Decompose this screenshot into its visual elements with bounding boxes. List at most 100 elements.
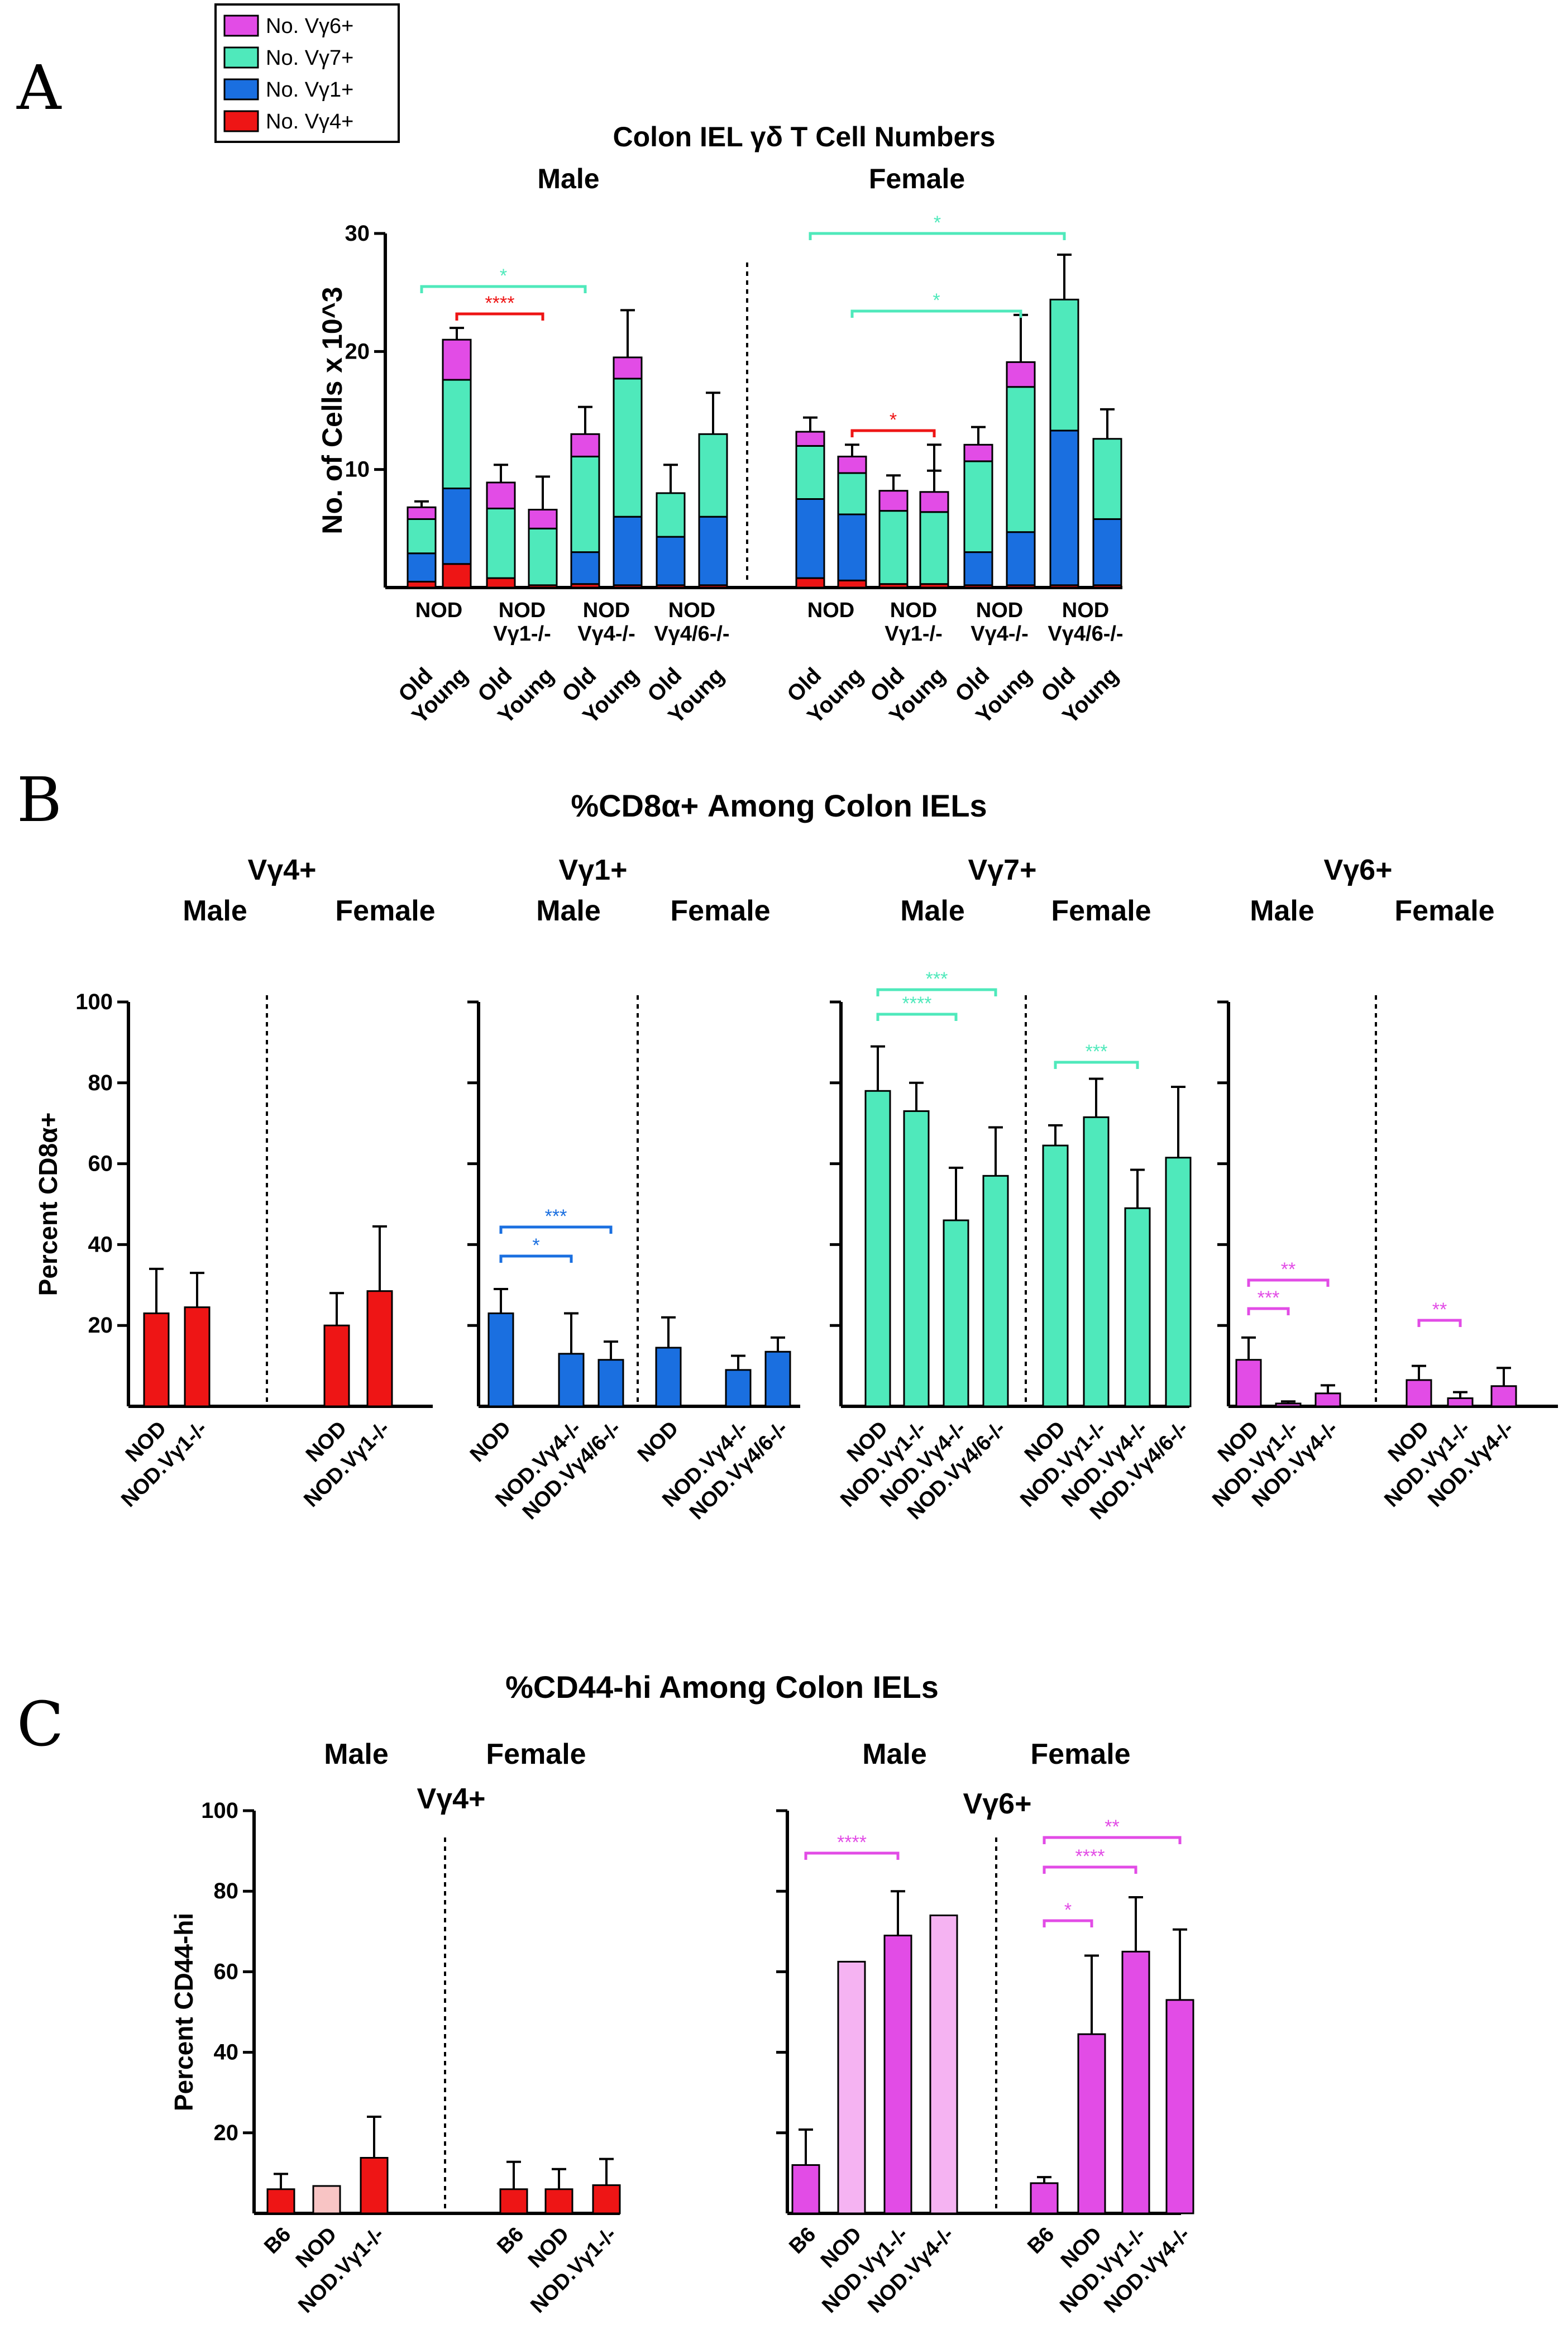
- sex-label: Male: [183, 895, 247, 927]
- y-axis-label: No. of Cells x 10^3: [317, 287, 348, 534]
- bar-rect: [764, 1350, 791, 1407]
- significance-bracket: [1043, 1919, 1093, 1927]
- subset-label: Vγ4+: [417, 1783, 486, 1815]
- significance-bracket: [420, 285, 587, 293]
- bar-rect: [592, 2184, 621, 2214]
- bar-segment-vg1: [963, 551, 993, 586]
- bar-segment-vg6: [1006, 361, 1036, 388]
- x-tick-label: B6: [260, 2223, 295, 2259]
- significance-label: *: [1064, 1899, 1072, 1921]
- bar-rect: [1121, 1950, 1150, 2214]
- stacked-bar: [528, 475, 558, 589]
- stacked-bar: [613, 309, 643, 589]
- y-tick-label: 20: [214, 2121, 239, 2145]
- legend-entry: No. Vγ7+: [266, 46, 353, 70]
- bar: [1030, 2176, 1059, 2214]
- bar: [1042, 1124, 1069, 1407]
- significance-label: ***: [1086, 1041, 1108, 1062]
- significance-bracket: [1043, 1836, 1182, 1844]
- bar: [143, 1267, 170, 1407]
- bar: [1406, 1364, 1432, 1407]
- bar-segment-vg7: [963, 460, 993, 553]
- bar-segment-vg6: [878, 490, 909, 512]
- bar: [266, 2173, 295, 2214]
- strain-label: NOD: [807, 599, 854, 622]
- stacked-bar: [656, 464, 686, 589]
- bar-segment-vg1: [442, 487, 472, 565]
- subset-label: Vγ1+: [559, 854, 628, 886]
- sex-label: Male: [536, 895, 601, 927]
- x-tick-label: NOD: [466, 1417, 515, 1467]
- significance-bracket: [1054, 1061, 1139, 1069]
- strain-label: Vγ4/6-/-: [1048, 622, 1123, 646]
- significance-label: ****: [902, 993, 932, 1014]
- legend-swatch-vg6: [223, 15, 259, 37]
- stacked-bar: [407, 500, 437, 589]
- bar-rect: [1406, 1379, 1432, 1407]
- y-tick-label: 40: [214, 2040, 239, 2065]
- significance-label: ****: [837, 1832, 867, 1853]
- bar-segment-vg1: [1092, 518, 1122, 586]
- stacked-bar: [795, 416, 825, 589]
- bar: [1077, 1954, 1106, 2214]
- y-tick-label: 20: [345, 339, 370, 364]
- bar-segment-vg4: [795, 577, 825, 589]
- stacked-bar: [486, 464, 516, 589]
- bar-rect: [1235, 1359, 1262, 1407]
- bar-segment-vg7: [407, 518, 437, 555]
- strain-label: NOD: [976, 599, 1023, 622]
- strain-label: Vγ4-/-: [971, 622, 1028, 646]
- bar: [487, 1288, 514, 1407]
- bar: [943, 1166, 969, 1407]
- chart-b: %CD8α+ Among Colon IELs Percent CD8α+ Vγ4+…: [34, 788, 1558, 1524]
- sex-label: Female: [869, 163, 965, 194]
- bar: [1165, 1086, 1192, 1407]
- bar-segment-vg7: [570, 455, 600, 553]
- bar: [323, 1292, 350, 1407]
- bar-segment-vg1: [613, 516, 643, 586]
- significance-bracket: [1417, 1319, 1462, 1327]
- stacked-bar: [1049, 254, 1079, 589]
- bar-segment-vg6: [837, 455, 867, 474]
- bar-rect: [1077, 2033, 1106, 2214]
- bar-segment-vg6: [442, 338, 472, 381]
- bar-segment-vg7: [1006, 386, 1036, 533]
- stacked-bar: [919, 443, 949, 589]
- bar-segment-vg7: [919, 511, 949, 585]
- bar-rect: [1083, 1116, 1110, 1407]
- chart-a: Colon IEL γδ T Cell Numbers Male Female 10 2…: [317, 121, 1124, 728]
- significance-bracket: [850, 309, 1022, 318]
- sex-label: Female: [670, 895, 770, 927]
- y-tick-label: 10: [345, 457, 370, 482]
- significance-bracket: [804, 1851, 900, 1860]
- bar-rect: [864, 1090, 891, 1407]
- significance-label: *: [933, 290, 940, 311]
- figure-letter: A: [16, 52, 62, 123]
- bar-segment-vg7: [442, 379, 472, 489]
- bar: [1235, 1336, 1262, 1407]
- chart-c: %CD44-hi Among Colon IELs Percent CD44-hi…: [169, 1669, 1194, 2318]
- bar: [366, 1225, 393, 1407]
- bar-rect: [929, 1914, 958, 2214]
- bar-rect: [791, 2164, 820, 2214]
- strain-label: Vγ1-/-: [493, 622, 551, 646]
- legend-swatch-vg7: [223, 46, 259, 69]
- subpanel-vg7: Vγ7+Male FemaleNODNOD.Vγ1-/-NOD.Vγ4-/-NOD…: [830, 854, 1193, 1524]
- significance-label: *: [500, 265, 507, 287]
- x-tick-label: B6: [785, 2223, 820, 2259]
- significance-bracket: [455, 312, 544, 321]
- x-tick-label: B6: [1023, 2223, 1059, 2259]
- bar-rect: [725, 1369, 752, 1407]
- y-tick-label: 40: [88, 1232, 113, 1257]
- significance-label: ****: [485, 293, 515, 314]
- stacked-bar: [1006, 313, 1036, 589]
- significance-label: *: [532, 1235, 539, 1256]
- bar-segment-vg6: [919, 491, 949, 513]
- bar-rect: [266, 2188, 295, 2214]
- bar-segment-vg6: [613, 356, 643, 380]
- stacked-bar: [698, 392, 728, 589]
